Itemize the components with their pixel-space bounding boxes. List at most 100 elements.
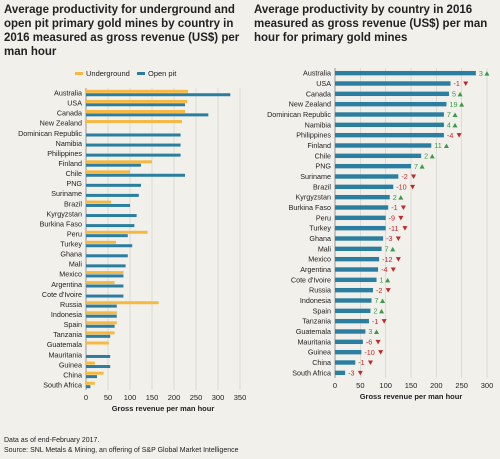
left-x-axis-label: Gross revenue per man hour xyxy=(112,404,215,413)
right-category-label-ghana: Ghana xyxy=(309,234,331,243)
right-bar-dominican-republic xyxy=(335,112,444,117)
rank-change-label-png: 7 xyxy=(414,162,418,171)
left-bar-open-pit-russia xyxy=(86,304,117,308)
rank-change-label-indonesia: 7 xyxy=(374,296,378,305)
left-category-label-mauritania: Mauritania xyxy=(48,350,82,359)
left-bar-open-pit-mauritania xyxy=(86,354,111,358)
left-bar-underground-chile xyxy=(86,170,130,174)
left-category-label-mali: Mali xyxy=(69,260,83,269)
left-category-label-canada: Canada xyxy=(57,109,82,118)
right-bar-png xyxy=(335,163,411,169)
left-bar-open-pit-finland xyxy=(86,163,141,167)
left-category-label-south-africa: South Africa xyxy=(43,380,82,389)
rank-change-label-mauritania: -6 xyxy=(366,337,372,346)
left-category-label-mexico: Mexico xyxy=(59,270,82,279)
left-bar-underground-mexico xyxy=(86,271,124,275)
left-bar-underground-argentina xyxy=(86,281,115,285)
right-bar-indonesia xyxy=(335,298,372,303)
right-bar-argentina xyxy=(335,267,379,272)
right-bar-australia xyxy=(335,70,476,76)
left-category-label-dominican-republic: Dominican Republic xyxy=(18,129,82,138)
rank-up-icon xyxy=(457,91,463,97)
right-bar-new-zealand xyxy=(335,101,447,107)
rank-down-icon xyxy=(390,267,396,272)
right-bar-finland xyxy=(335,143,432,148)
left-bar-open-pit-kyrgyzstan xyxy=(86,214,137,218)
right-bar-china xyxy=(335,360,356,365)
rank-up-icon xyxy=(379,308,385,314)
right-bar-philippines xyxy=(335,132,444,138)
left-bar-underground-australia xyxy=(86,89,189,93)
right-bar-mauritania xyxy=(335,339,363,345)
left-legend: Underground Open pit xyxy=(75,69,177,78)
right-bar-mali xyxy=(335,246,382,252)
right-x-tick: 300 xyxy=(481,381,494,390)
left-bar-underground-brazil xyxy=(86,200,112,204)
right-bar-burkina-faso xyxy=(335,205,389,210)
rank-up-icon xyxy=(390,246,396,252)
rank-down-icon xyxy=(410,184,416,190)
right-x-tick: 0 xyxy=(333,381,337,390)
left-category-label-finland: Finland xyxy=(58,159,82,168)
rank-down-icon xyxy=(398,215,404,221)
left-category-label-chile: Chile xyxy=(66,169,82,178)
rank-up-icon xyxy=(374,329,379,334)
right-bar-tanzania xyxy=(335,318,369,324)
rank-change-label-mali: 7 xyxy=(385,244,389,253)
left-category-label-turkey: Turkey xyxy=(60,240,82,249)
left-bar-underground-south-africa xyxy=(86,381,95,385)
left-bar-open-pit-mali xyxy=(86,264,126,268)
rank-down-icon xyxy=(367,360,373,365)
left-bar-open-pit-cote-d-ivoire xyxy=(86,294,124,298)
right-category-label-indonesia: Indonesia xyxy=(300,296,331,305)
left-bar-open-pit-usa xyxy=(86,103,185,107)
left-category-label-kyrgyzstan: Kyrgyzstan xyxy=(46,209,82,218)
right-category-label-burkina-faso: Burkina Faso xyxy=(289,203,331,212)
right-bar-usa xyxy=(335,81,451,86)
left-chart-title: Average productivity for underground and… xyxy=(4,4,240,58)
rank-change-label-philippines: -4 xyxy=(447,131,453,140)
right-bar-mexico xyxy=(335,256,380,262)
right-category-label-mauritania: Mauritania xyxy=(297,337,331,346)
right-category-label-south-africa: South Africa xyxy=(292,368,331,377)
right-bar-spain xyxy=(335,308,371,314)
left-category-label-philippines: Philippines xyxy=(47,149,82,158)
legend-swatch-open-pit xyxy=(137,72,145,75)
left-bar-open-pit-peru xyxy=(86,234,128,238)
right-x-tick: 150 xyxy=(405,381,418,390)
right-category-label-dominican-republic: Dominican Republic xyxy=(267,110,331,119)
left-bar-underground-canada xyxy=(86,109,185,113)
rank-down-icon xyxy=(463,81,469,86)
left-category-label-ghana: Ghana xyxy=(60,250,82,259)
left-category-label-png: PNG xyxy=(66,179,82,188)
left-category-label-suriname: Suriname xyxy=(51,189,82,198)
right-x-tick: 100 xyxy=(379,381,392,390)
left-bar-underground-guatemala xyxy=(86,341,109,345)
rank-down-icon xyxy=(381,319,387,324)
right-bar-suriname xyxy=(335,174,399,179)
right-category-label-new-zealand: New Zealand xyxy=(289,100,331,109)
left-category-label-spain: Spain xyxy=(64,320,82,329)
rank-change-label-peru: -9 xyxy=(389,213,395,222)
left-bar-open-pit-namibia xyxy=(86,143,181,147)
footer-source: Source: SNL Metals & Mining, an offering… xyxy=(4,447,239,454)
rank-up-icon xyxy=(452,122,458,128)
right-category-label-mexico: Mexico xyxy=(308,255,331,264)
rank-change-label-mexico: -12 xyxy=(382,255,392,264)
left-bar-underground-finland xyxy=(86,160,152,164)
right-category-label-australia: Australia xyxy=(303,69,331,78)
right-bar-russia xyxy=(335,287,373,293)
left-bar-underground-peru xyxy=(86,230,148,234)
left-bar-open-pit-china xyxy=(86,375,97,379)
right-category-label-peru: Peru xyxy=(316,213,331,222)
left-category-label-new-zealand: New Zealand xyxy=(40,119,82,128)
left-bar-open-pit-canada xyxy=(86,113,209,117)
left-category-label-peru: Peru xyxy=(67,229,82,238)
rank-up-icon xyxy=(419,164,425,169)
right-x-axis-label: Gross revenue per man hour xyxy=(360,392,463,401)
right-bar-brazil xyxy=(335,184,394,190)
left-bar-underground-indonesia xyxy=(86,311,117,315)
right-category-label-suriname: Suriname xyxy=(300,172,331,181)
left-bar-open-pit-chile xyxy=(86,173,185,177)
left-bar-open-pit-ghana xyxy=(86,254,128,258)
